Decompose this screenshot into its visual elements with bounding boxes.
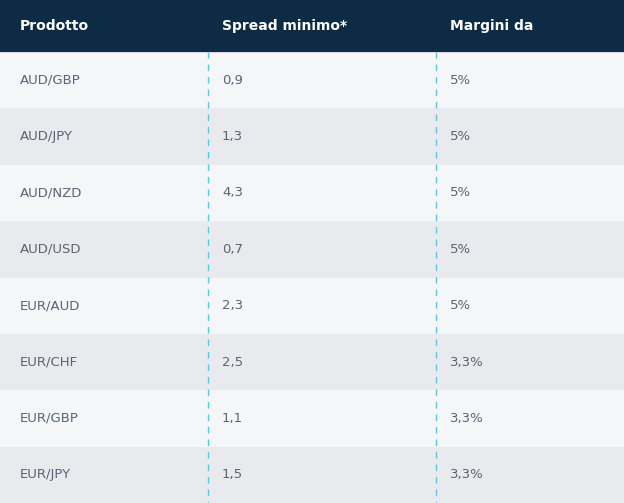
Bar xyxy=(0,108,624,165)
Text: 5%: 5% xyxy=(450,243,471,256)
Text: 5%: 5% xyxy=(450,299,471,312)
Text: 0,9: 0,9 xyxy=(222,73,243,87)
Bar xyxy=(0,165,624,221)
Bar xyxy=(0,334,624,390)
Bar xyxy=(0,52,624,108)
Text: 3,3%: 3,3% xyxy=(450,468,484,481)
Text: 2,3: 2,3 xyxy=(222,299,243,312)
Text: 1,5: 1,5 xyxy=(222,468,243,481)
Text: 2,5: 2,5 xyxy=(222,356,243,369)
Text: 3,3%: 3,3% xyxy=(450,356,484,369)
Text: AUD/NZD: AUD/NZD xyxy=(20,187,82,199)
Text: 5%: 5% xyxy=(450,130,471,143)
Text: 3,3%: 3,3% xyxy=(450,412,484,425)
Text: Margini da: Margini da xyxy=(450,19,534,33)
Bar xyxy=(0,221,624,278)
Text: 0,7: 0,7 xyxy=(222,243,243,256)
Text: 1,1: 1,1 xyxy=(222,412,243,425)
Text: EUR/GBP: EUR/GBP xyxy=(20,412,79,425)
Text: AUD/JPY: AUD/JPY xyxy=(20,130,73,143)
Text: Prodotto: Prodotto xyxy=(20,19,89,33)
Text: AUD/USD: AUD/USD xyxy=(20,243,82,256)
Text: 5%: 5% xyxy=(450,187,471,199)
Bar xyxy=(0,447,624,503)
Text: EUR/JPY: EUR/JPY xyxy=(20,468,71,481)
Bar xyxy=(0,0,624,52)
Text: AUD/GBP: AUD/GBP xyxy=(20,73,80,87)
Text: 5%: 5% xyxy=(450,73,471,87)
Text: Spread minimo*: Spread minimo* xyxy=(222,19,347,33)
Bar xyxy=(0,278,624,334)
Bar xyxy=(0,390,624,447)
Text: 4,3: 4,3 xyxy=(222,187,243,199)
Text: EUR/CHF: EUR/CHF xyxy=(20,356,78,369)
Text: EUR/AUD: EUR/AUD xyxy=(20,299,80,312)
Text: 1,3: 1,3 xyxy=(222,130,243,143)
